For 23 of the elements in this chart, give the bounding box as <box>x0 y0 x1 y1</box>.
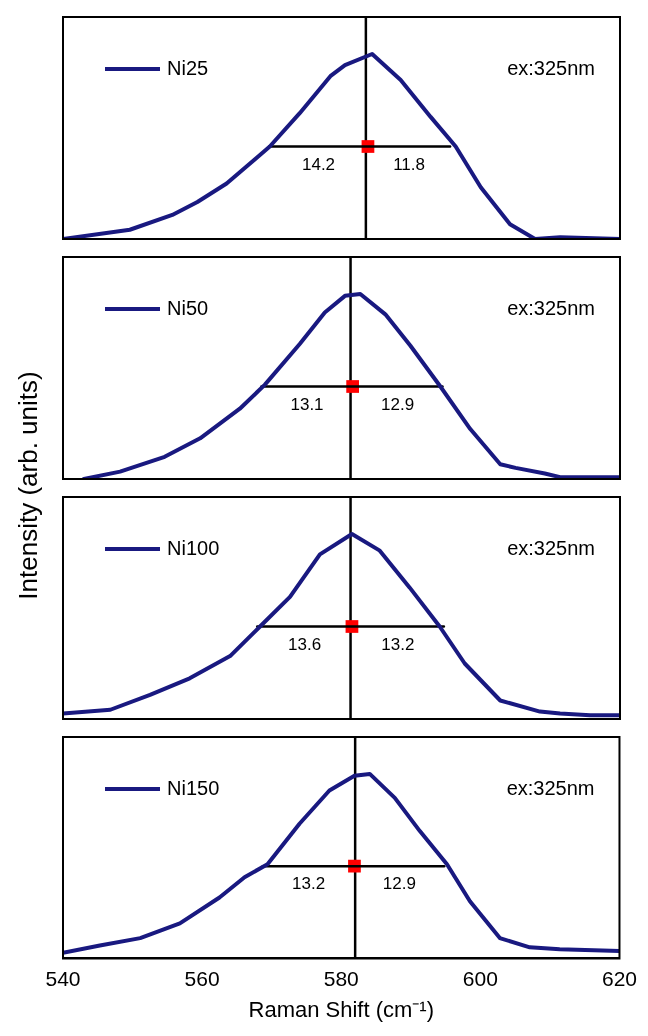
annotation: ex:325nm <box>507 56 595 79</box>
y-axis-title: Intensity (arb. units) <box>12 371 44 600</box>
legend-label: Ni100 <box>167 536 220 559</box>
legend-label: Ni150 <box>167 776 220 799</box>
annotation: 13.2 <box>381 634 415 654</box>
x-tick-label: 620 <box>601 966 637 990</box>
annotation: 14.2 <box>301 154 336 174</box>
annotation: ex:325nm <box>506 776 595 799</box>
annotation: ex:325nm <box>507 536 595 559</box>
x-tick-label: 600 <box>462 966 498 990</box>
x-tick-label: 580 <box>323 966 359 990</box>
annotation: ex:325nm <box>507 296 595 319</box>
annotation: 11.8 <box>393 154 425 174</box>
annotation: 13.2 <box>292 874 326 894</box>
annotation: 12.9 <box>382 874 416 894</box>
annotation: 13.1 <box>290 394 324 414</box>
legend-label: Ni25 <box>167 56 209 79</box>
x-tick-label: 540 <box>45 966 81 990</box>
x-axis-title: Raman Shift (cm⁻¹) <box>248 996 434 1022</box>
x-tick-label: 560 <box>184 966 220 990</box>
annotation: 13.6 <box>288 634 322 654</box>
annotation: 12.9 <box>381 394 415 414</box>
legend-label: Ni50 <box>167 296 209 319</box>
